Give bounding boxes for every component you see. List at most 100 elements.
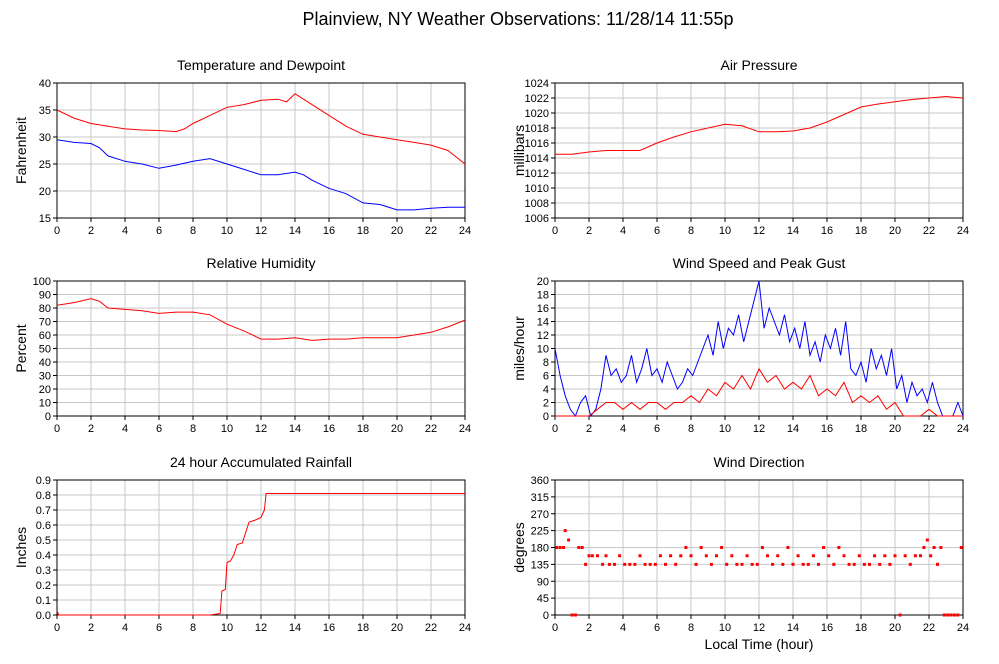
y-tick-label: 1020 xyxy=(525,108,549,120)
data-point xyxy=(669,554,673,558)
y-tick-label: 0.2 xyxy=(36,580,51,592)
x-tick-label: 18 xyxy=(357,622,369,634)
y-tick-label: 0.3 xyxy=(36,565,51,577)
data-point xyxy=(613,562,616,566)
x-tick-label: 16 xyxy=(323,225,335,237)
x-tick-label: 20 xyxy=(889,423,901,435)
data-point xyxy=(932,546,936,549)
y-tick-label: 8 xyxy=(543,357,549,369)
y-tick-label: 0.4 xyxy=(36,550,51,562)
x-tick-label: 12 xyxy=(753,622,765,634)
x-tick-label: 8 xyxy=(190,622,196,634)
x-tick-label: 24 xyxy=(957,225,969,237)
x-tick-label: 22 xyxy=(425,423,437,435)
data-point xyxy=(555,546,559,549)
x-axis-label: Local Time (hour) xyxy=(705,636,814,652)
data-point xyxy=(577,546,581,549)
data-point xyxy=(956,613,960,617)
x-tick-label: 20 xyxy=(391,622,403,634)
y-tick-label: 90 xyxy=(537,576,549,588)
data-point xyxy=(760,546,764,549)
x-tick-label: 14 xyxy=(787,622,799,634)
x-tick-label: 12 xyxy=(753,225,765,237)
data-point xyxy=(913,554,917,558)
y-tick-label: 1016 xyxy=(525,138,549,150)
x-tick-label: 6 xyxy=(156,622,162,634)
data-point xyxy=(842,554,846,558)
x-tick-label: 2 xyxy=(586,225,592,237)
x-tick-label: 8 xyxy=(688,225,694,237)
data-point xyxy=(822,546,826,549)
data-point xyxy=(674,562,678,566)
data-point xyxy=(953,613,956,617)
data-point xyxy=(949,613,953,617)
x-tick-label: 18 xyxy=(357,225,369,237)
y-tick-label: 1014 xyxy=(525,153,549,165)
data-point xyxy=(633,562,637,566)
y-tick-label: 1010 xyxy=(525,183,549,195)
data-point xyxy=(720,546,724,549)
data-point xyxy=(898,613,902,617)
chart-title: Relative Humidity xyxy=(207,255,316,271)
y-tick-label: 15 xyxy=(39,213,51,225)
y-axis-label: millibars xyxy=(511,125,527,176)
x-tick-label: 4 xyxy=(122,622,128,634)
x-tick-label: 12 xyxy=(255,423,267,435)
y-tick-label: 40 xyxy=(39,357,51,369)
y-tick-label: 225 xyxy=(531,526,549,538)
x-tick-label: 16 xyxy=(821,423,833,435)
y-tick-label: 50 xyxy=(39,344,51,356)
x-tick-label: 18 xyxy=(855,423,867,435)
y-tick-label: 20 xyxy=(39,384,51,396)
x-tick-label: 24 xyxy=(957,423,969,435)
data-point xyxy=(868,562,871,566)
series-line-1 xyxy=(56,93,466,165)
x-tick-label: 6 xyxy=(654,423,660,435)
y-tick-label: 12 xyxy=(537,330,549,342)
y-tick-label: 0.7 xyxy=(36,505,51,517)
y-tick-label: 1018 xyxy=(525,123,549,135)
data-point xyxy=(942,613,946,617)
data-point xyxy=(699,546,703,549)
y-tick-label: 70 xyxy=(39,317,51,329)
data-point xyxy=(862,562,866,566)
x-tick-label: 10 xyxy=(221,225,233,237)
data-point xyxy=(664,562,667,566)
data-point xyxy=(607,562,611,566)
data-point xyxy=(929,554,933,558)
x-tick-label: 14 xyxy=(289,423,301,435)
x-tick-label: 4 xyxy=(122,423,128,435)
data-point xyxy=(857,554,861,558)
data-point xyxy=(766,554,769,558)
x-tick-label: 14 xyxy=(289,622,301,634)
x-tick-label: 14 xyxy=(787,225,799,237)
x-tick-label: 10 xyxy=(221,622,233,634)
y-tick-label: 270 xyxy=(531,509,549,521)
data-point xyxy=(946,613,950,617)
y-tick-label: 20 xyxy=(537,276,549,288)
series-line-1 xyxy=(56,298,466,341)
x-tick-label: 2 xyxy=(586,622,592,634)
y-axis-label: degrees xyxy=(511,522,527,573)
x-tick-label: 22 xyxy=(923,622,935,634)
data-point xyxy=(643,562,647,566)
x-tick-label: 2 xyxy=(586,423,592,435)
data-point xyxy=(623,562,627,566)
data-point xyxy=(587,554,591,558)
x-tick-label: 10 xyxy=(719,225,731,237)
y-tick-label: 0 xyxy=(543,610,549,622)
data-point xyxy=(959,546,963,549)
chart-title: 24 hour Accumulated Rainfall xyxy=(170,454,352,470)
x-tick-label: 0 xyxy=(54,423,60,435)
page-title: Plainview, NY Weather Observations: 11/2… xyxy=(303,9,734,29)
x-tick-label: 24 xyxy=(459,225,471,237)
y-axis-label: Inches xyxy=(13,527,29,568)
x-tick-label: 12 xyxy=(255,225,267,237)
data-point xyxy=(893,554,897,558)
data-point xyxy=(709,562,713,566)
x-tick-label: 14 xyxy=(289,225,301,237)
series-line-1 xyxy=(554,280,964,418)
